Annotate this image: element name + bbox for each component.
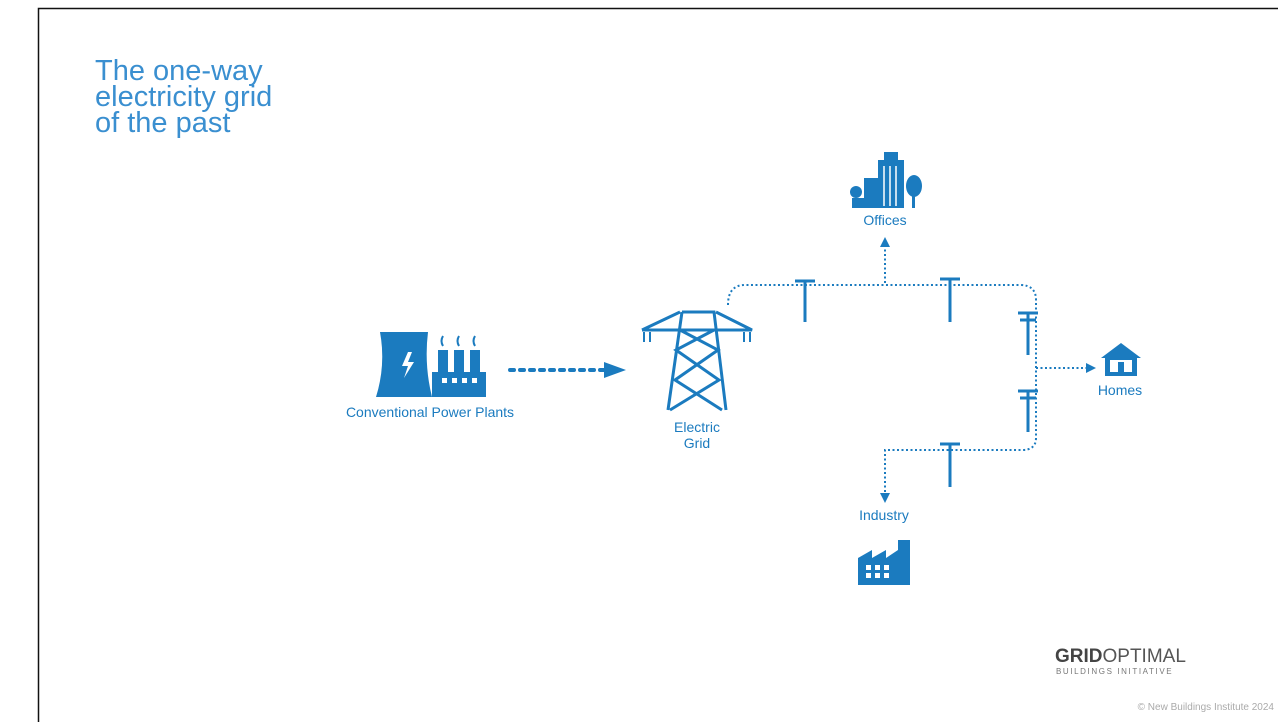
power-plant-icon — [376, 332, 486, 397]
title-line: electricity grid — [95, 81, 272, 113]
node-label: Homes — [1098, 382, 1142, 398]
offices-icon — [850, 152, 922, 208]
industry-icon — [858, 540, 910, 585]
logo-subtitle: BUILDINGS INITIATIVE — [1056, 667, 1173, 676]
title-line: The one-way — [95, 55, 263, 87]
arrow-heads — [880, 237, 1096, 503]
logo-light: OPTIMAL — [1103, 646, 1186, 667]
home-icon — [1101, 343, 1141, 376]
logo-bold: GRID — [1055, 646, 1103, 667]
arrow-head — [604, 362, 626, 378]
node-label: Offices — [863, 212, 906, 228]
node-label: Conventional Power Plants — [346, 404, 514, 420]
wire — [727, 284, 1037, 495]
footer: © New Buildings Institute 2024 — [1138, 702, 1275, 713]
logo: GRIDOPTIMAL — [1055, 646, 1186, 667]
node-label: Industry — [859, 507, 909, 523]
node-label: Grid — [684, 435, 710, 451]
node-label: Electric — [674, 419, 720, 435]
tower-icon — [641, 310, 753, 412]
title-line: of the past — [95, 107, 230, 139]
poles — [795, 277, 1038, 487]
frame — [37, 7, 1278, 722]
